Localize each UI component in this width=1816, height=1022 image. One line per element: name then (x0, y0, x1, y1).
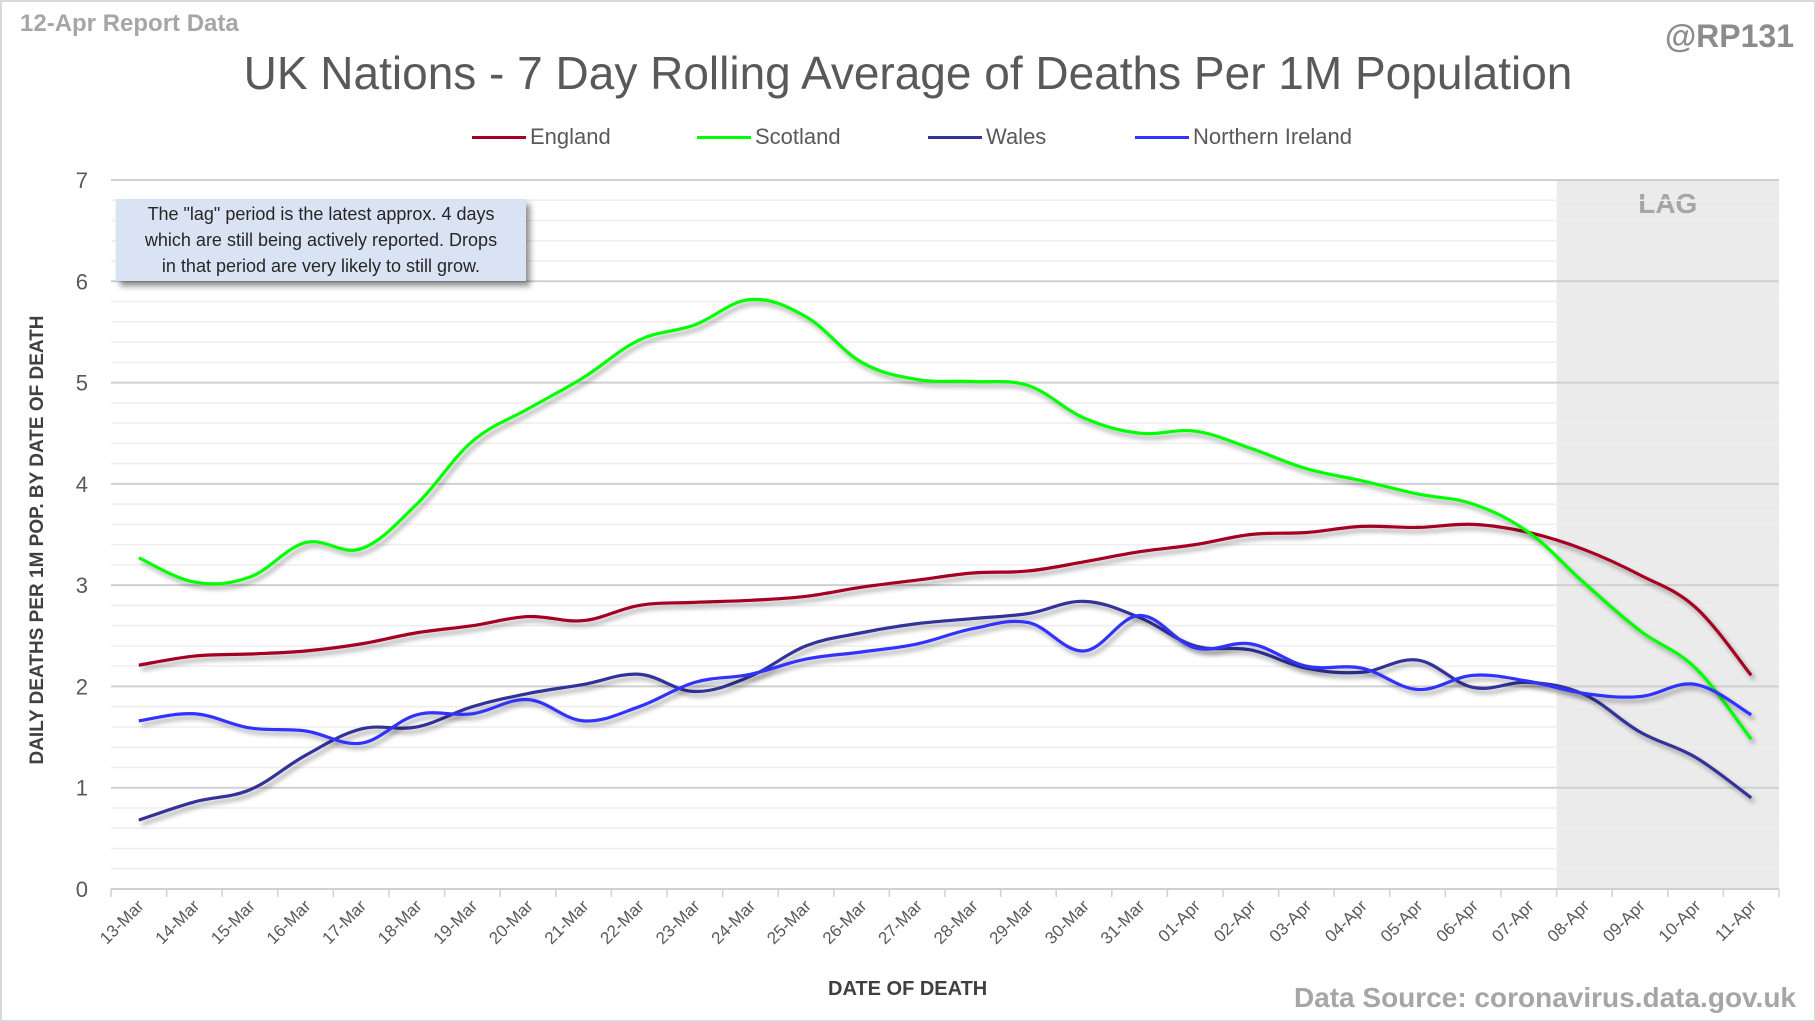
y-tick-label: 6 (76, 269, 88, 294)
series-line-england (138, 522, 1753, 677)
legend-item-northern-ireland: Northern Ireland (1135, 124, 1352, 150)
x-tick-label: 18-Mar (374, 896, 426, 948)
x-tick-label: 14-Mar (152, 896, 204, 948)
lag-note-box: The "lag" period is the latest approx. 4… (116, 199, 526, 281)
series-line-wales (138, 599, 1753, 822)
y-axis-ticks: 0 1 2 3 4 5 6 7 (76, 168, 88, 902)
legend-label: England (530, 124, 611, 149)
y-tick-label: 7 (76, 168, 88, 193)
x-tick-label: 24-Mar (708, 896, 760, 948)
x-tick-label: 17-Mar (319, 896, 371, 948)
note-line: which are still being actively reported.… (144, 230, 498, 250)
legend-swatch (697, 135, 751, 139)
x-tick-label: 23-Mar (652, 896, 704, 948)
x-tick-label: 16-Mar (263, 896, 315, 948)
x-tick-label: 25-Mar (763, 896, 815, 948)
x-tick-label: 05-Apr (1377, 896, 1427, 946)
y-tick-label: 3 (76, 573, 88, 598)
x-axis-title: DATE OF DEATH (828, 978, 988, 1000)
x-tick-label: 29-Mar (986, 896, 1038, 948)
legend-item-england: England (472, 124, 611, 150)
x-tick-label: 13-Mar (96, 896, 148, 948)
x-tick-label: 01-Apr (1155, 896, 1205, 946)
chart-title: UK Nations - 7 Day Rolling Average of De… (243, 47, 1573, 99)
legend-label: Wales (986, 124, 1047, 149)
series-line-scotland (138, 297, 1753, 741)
x-tick-label: 20-Mar (485, 896, 537, 948)
x-tick-label: 04-Apr (1321, 896, 1371, 946)
x-tick-label: 30-Mar (1041, 896, 1093, 948)
x-axis: 13-Mar 14-Mar 15-Mar 16-Mar 17-Mar 18-Mar 19-M… (96, 888, 1780, 948)
data-source: Data Source: coronavirus.data.gov.uk (1293, 982, 1796, 1013)
x-tick-label: 09-Apr (1599, 896, 1649, 946)
y-axis-title: DAILY DEATHS PER 1M POP. BY DATE OF DEAT… (27, 315, 48, 765)
note-line: The "lag" period is the latest approx. 4… (147, 204, 495, 224)
x-tick-label: 07-Apr (1488, 896, 1538, 946)
author-handle: @RP131 (1664, 18, 1794, 54)
x-tick-label: 28-Mar (930, 896, 982, 948)
note-line: in that period are very likely to still … (161, 256, 481, 276)
legend-swatch (928, 135, 982, 139)
y-tick-label: 2 (76, 674, 88, 699)
x-tick-label: 06-Apr (1433, 896, 1483, 946)
y-tick-label: 5 (76, 371, 88, 396)
series-lines (138, 297, 1753, 822)
x-tick-label: 26-Mar (819, 896, 871, 948)
x-tick-label: 22-Mar (597, 896, 649, 948)
x-tick-label: 08-Apr (1544, 896, 1594, 946)
series-line-northern-ireland (138, 613, 1753, 746)
x-tick-label: 02-Apr (1210, 896, 1260, 946)
x-tick-label: 03-Apr (1266, 896, 1316, 946)
legend-item-wales: Wales (928, 124, 1046, 150)
x-tick-label: 27-Mar (875, 896, 927, 948)
legend-label: Northern Ireland (1193, 124, 1352, 149)
x-tick-label: 21-Mar (541, 896, 593, 948)
y-tick-label: 4 (76, 472, 88, 497)
x-tick-label: 19-Mar (430, 896, 482, 948)
x-tick-label: 10-Apr (1655, 896, 1705, 946)
x-tick-label: 31-Mar (1097, 896, 1149, 948)
legend: England Scotland Wales Northern Ireland (0, 124, 1816, 154)
lag-shading (1556, 180, 1779, 889)
lag-region: LAG (1556, 180, 1779, 889)
gridlines (111, 179, 1779, 890)
x-tick-label: 15-Mar (207, 896, 259, 948)
legend-label: Scotland (755, 124, 841, 149)
legend-item-scotland: Scotland (697, 124, 841, 150)
y-tick-label: 0 (76, 877, 88, 902)
x-tick-label: 11-Apr (1711, 896, 1760, 945)
lag-label: LAG (1638, 188, 1697, 219)
legend-swatch (472, 135, 526, 139)
report-date-label: 12-Apr Report Data (20, 10, 239, 37)
legend-swatch (1135, 135, 1189, 139)
y-tick-label: 1 (76, 776, 88, 801)
